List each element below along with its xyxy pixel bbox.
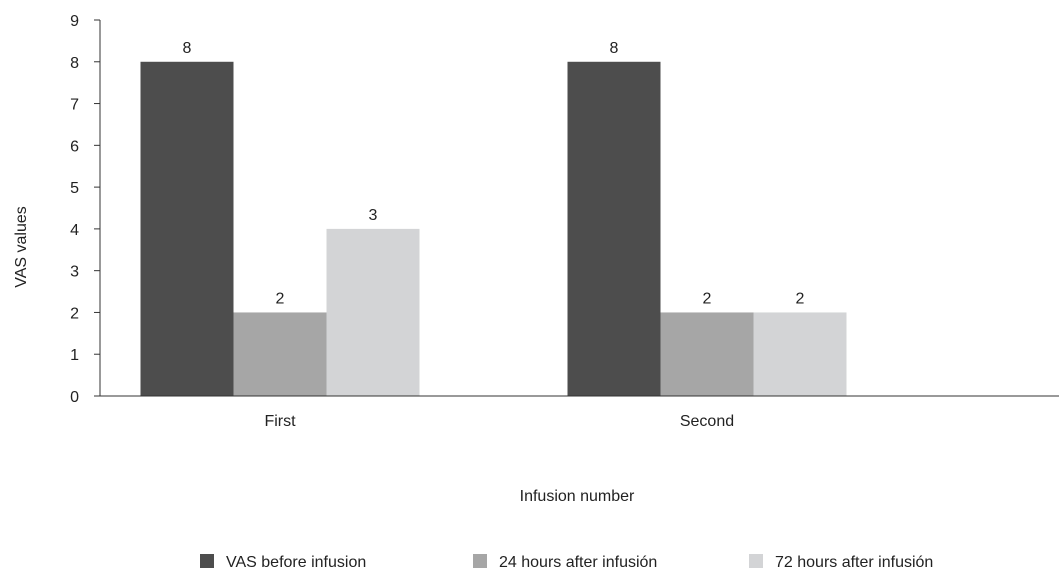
legend-label: 24 hours after infusión: [499, 554, 657, 571]
legend-label: VAS before infusion: [226, 554, 366, 571]
x-axis: First Second: [94, 395, 1059, 430]
x-category-label: Second: [680, 413, 734, 430]
data-label: 2: [703, 290, 712, 307]
data-label: 2: [796, 290, 805, 307]
legend-label: 72 hours after infusión: [775, 554, 933, 571]
data-label: 3: [369, 207, 378, 224]
bar: [233, 312, 327, 396]
legend-swatch: [473, 554, 487, 568]
bar: [660, 312, 754, 396]
bar: [567, 61, 661, 397]
y-tick-label: 3: [70, 264, 79, 281]
bars: 8 2 3 8 2 2: [140, 40, 847, 397]
data-label: 8: [183, 40, 192, 57]
bar: [753, 312, 847, 396]
y-tick-label: 8: [70, 55, 79, 72]
y-tick-label: 2: [70, 305, 79, 322]
y-tick-label: 9: [70, 13, 79, 30]
legend-swatch: [200, 554, 214, 568]
legend-swatch: [749, 554, 763, 568]
y-tick-label: 0: [70, 389, 79, 406]
y-tick-label: 5: [70, 180, 79, 197]
y-axis: 0 1 2 3 4 5 6 7 8 9: [70, 13, 101, 406]
x-axis-title: Infusion number: [520, 488, 635, 505]
y-tick-label: 1: [70, 347, 79, 364]
y-tick-label: 7: [70, 97, 79, 114]
bar: [326, 228, 420, 396]
data-label: 2: [276, 290, 285, 307]
y-axis-title: VAS values: [13, 206, 30, 288]
bar: [140, 61, 234, 397]
y-tick-label: 6: [70, 138, 79, 155]
data-label: 8: [610, 40, 619, 57]
y-tick-label: 4: [70, 222, 79, 239]
legend: VAS before infusion 24 hours after infusi…: [200, 554, 933, 571]
x-category-label: First: [264, 413, 296, 430]
